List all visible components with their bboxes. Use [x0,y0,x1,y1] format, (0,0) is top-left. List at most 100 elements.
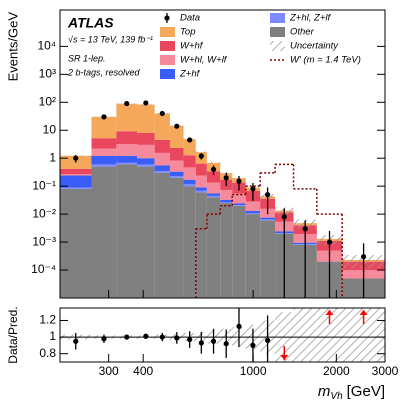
stack-segment [169,160,184,172]
x-tick-label: 1000 [240,364,267,378]
legend-label: Uncertainty [290,41,339,52]
plot-frame [59,9,386,299]
energy-label: √s = 13 TeV, 139 fb⁻¹ [68,34,153,44]
legend-marker [164,15,170,21]
uncertainty-band [195,151,207,153]
stack-segment [154,172,170,298]
stack-segment [169,176,184,178]
x-tick-label: 3000 [372,364,399,378]
legend-marker [270,41,285,51]
stack-segment [60,175,92,188]
stack-segment [60,174,92,176]
y-tick-label: 10⁻¹ [32,178,56,192]
data-point [223,175,229,181]
stack-segment [195,187,207,191]
stack-segment [91,138,117,149]
data-point [210,166,217,172]
stack-segment [137,104,155,133]
legend-label: W+hl, W+lf [180,55,228,66]
y-tick-label: 1 [49,150,56,164]
data-point [174,123,180,129]
legend-label: Data [180,13,200,24]
legend-marker [160,69,175,79]
legend-marker [160,41,175,51]
ratio-point [264,337,271,343]
stack-segment [137,144,155,159]
ratio-frame [59,307,386,363]
stack-segment [220,202,233,298]
stack-segment [206,193,221,196]
x-tick-label: 2000 [323,364,350,378]
stack-segment [116,103,138,132]
ratio-point [210,338,217,344]
uncertainty-band [206,161,221,164]
stack-segment [232,203,246,206]
ratio-point [124,334,130,340]
stack-segment [91,166,117,298]
y-tick-label: 10⁴ [37,39,56,53]
ratio-point [159,334,165,340]
stack-segment [169,171,184,177]
data-point [198,153,204,159]
data-point [236,178,242,184]
stack-segment [183,179,196,184]
legend-marker [270,27,285,37]
stack-segment [195,175,207,188]
ratio-point [236,323,242,329]
y-tick-label: 1.2 [39,313,56,327]
stack-segment [154,152,170,166]
legend-marker [160,55,175,65]
y-tick-label: 10² [39,94,56,108]
stack-segment [116,144,138,156]
data-point [143,100,149,106]
stack-segment [60,187,92,189]
ratio-arrow-head [280,355,289,360]
data-point [264,191,271,198]
stack-segment [91,116,117,139]
stack-segment [91,155,117,165]
legend-label: W+hf [180,41,204,52]
stack-segment [245,201,261,211]
legend-marker [270,13,285,23]
stack-segment [260,220,276,298]
legend-label: W' (m = 1.4 TeV) [290,55,361,66]
stack-segment [195,190,207,193]
stack-segment [169,125,184,148]
ratio-point [198,340,204,346]
y-axis-label: Events/GeV [5,12,20,82]
stack-segment [260,219,276,221]
y-tick-label: 10 [43,122,57,136]
stack-segment [183,139,196,156]
stack-segment [206,195,221,198]
stack-segment [154,165,170,171]
ratio-arrow-head [359,310,368,315]
ratio-uncertainty-band [293,308,317,362]
ratio-point [187,336,193,343]
ratio-point [250,342,256,348]
x-tick-label: 400 [133,364,153,378]
y-tick-label: 10⁻² [32,206,56,220]
stack-segment [220,200,233,203]
stack-segment [60,188,92,298]
legend-label: Top [180,27,196,38]
ratio-point [174,335,180,341]
stack-segment [195,192,207,298]
stack-segment [137,164,155,167]
stack-segment [137,166,155,298]
x-label-unit: [GeV] [347,383,385,400]
selection-label: 2 b-tags, resolved [67,67,141,77]
stack-segment [245,212,261,215]
x-label-symbol: m [318,383,331,400]
stack-segment [137,132,155,145]
data-point [281,214,287,220]
stack-segment [169,177,184,298]
stack-segment [60,168,92,175]
ratio-point [223,341,229,347]
stack-segment [154,113,170,140]
y-tick-label: 1 [49,329,56,343]
stack-segment [195,163,207,176]
stack-segment [220,190,233,201]
data-point [101,114,107,120]
stack-segment [154,139,170,153]
data-point [124,100,130,107]
